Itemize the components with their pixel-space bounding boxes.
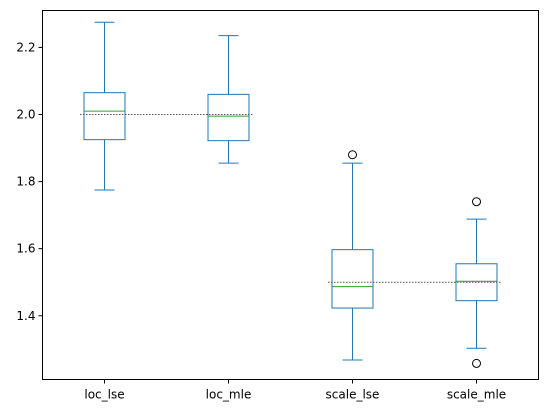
y-tick-label: 2.2 (16, 40, 35, 54)
box-loc_lse (83, 92, 126, 141)
y-tick-label: 1.8 (16, 175, 35, 189)
outlier-point (472, 358, 481, 368)
outlier-point (348, 150, 357, 160)
outlier-point (472, 197, 481, 207)
x-tick-label: loc_lse (84, 388, 124, 402)
x-tick-label: scale_lse (326, 388, 380, 402)
x-tick-label: loc_mle (206, 388, 252, 402)
y-tick-label: 1.6 (16, 242, 35, 256)
y-tick-label: 1.4 (16, 309, 35, 323)
y-tick-label: 2.0 (16, 107, 35, 121)
box-scale_lse (331, 249, 374, 309)
plot-frame (42, 10, 539, 380)
box-loc_mle (207, 93, 250, 142)
x-tick-label: scale_mle (447, 388, 506, 402)
